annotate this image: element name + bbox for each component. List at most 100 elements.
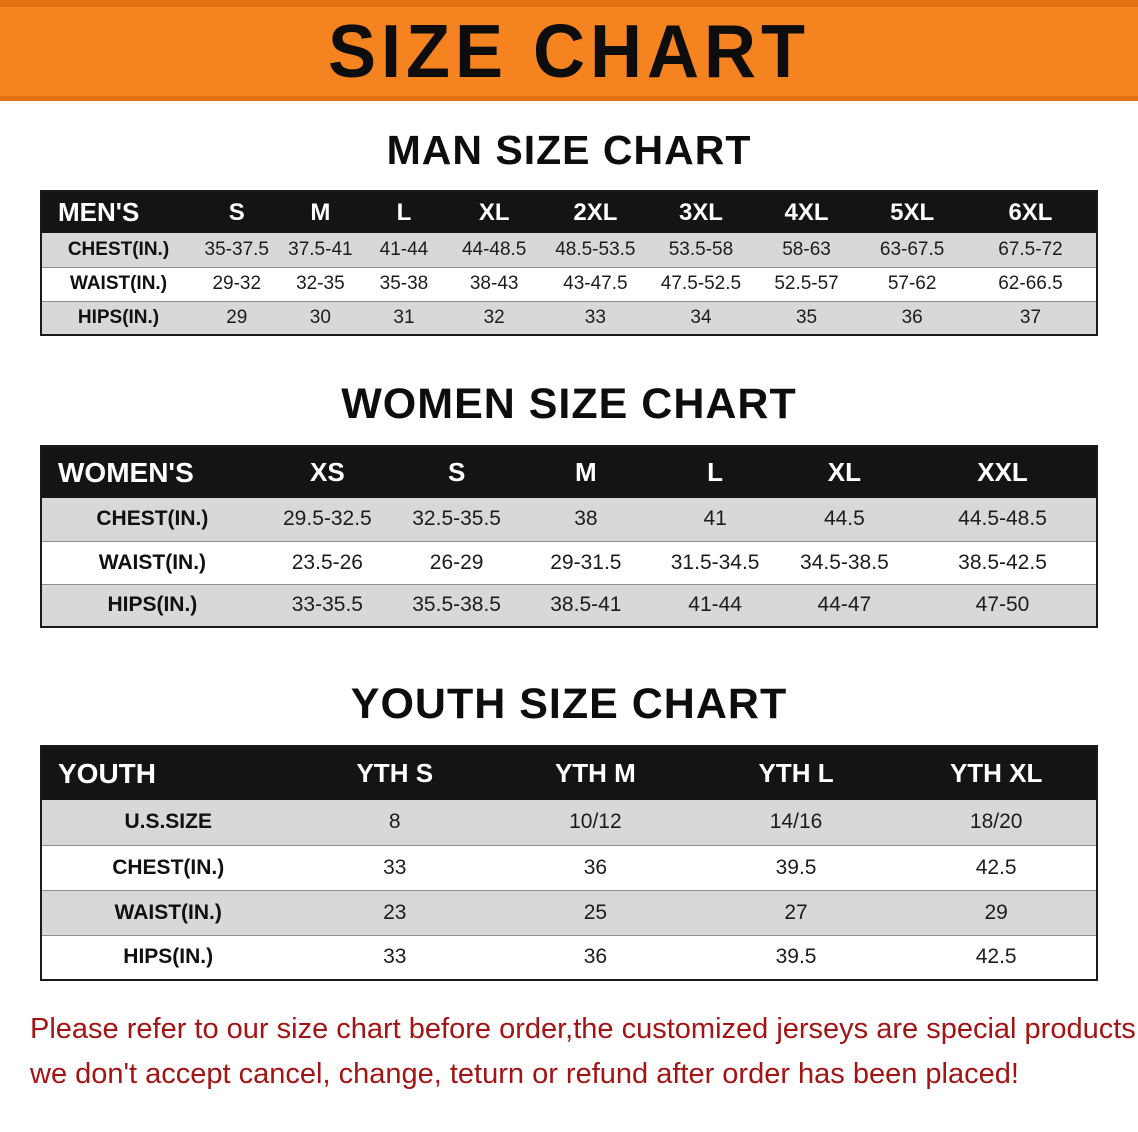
size-value-cell: 18/20 (969, 810, 1023, 834)
size-value-cell: 32.5-35.5 (412, 507, 501, 531)
row-label: CHEST(IN.) (67, 238, 170, 260)
size-column-header: XXL (977, 457, 1028, 487)
table-row: WAIST(IN.) 23.5-26 26-29 29-31.5 31.5-34.5 34… (41, 541, 1097, 584)
size-value-cell: 10/12 (569, 810, 622, 834)
row-label: HIPS(IN.) (107, 593, 198, 617)
men-size-table: MEN'S S M L XL 2XL 3XL 4XL 5XL 6XL CHEST(IN.) 35-37… (40, 190, 1098, 336)
row-label: HIPS(IN.) (77, 306, 160, 328)
size-value-cell: 29 (984, 900, 1008, 924)
size-value-cell: 36 (583, 855, 608, 879)
size-value-cell: 63-67.5 (879, 238, 945, 260)
table-row: HIPS(IN.) 33-35.5 35.5-38.5 38.5-41 41-44 44-… (41, 584, 1097, 627)
size-value-cell: 31.5-34.5 (670, 550, 760, 574)
size-value-cell: 29-31.5 (550, 550, 622, 574)
size-column-header: S (228, 198, 245, 226)
size-value-cell: 41-44 (379, 238, 429, 260)
table-title-cell: MEN'S (58, 197, 140, 227)
women-table-wrap: WOMEN'S XS S M L XL XXL CHEST(IN.) 29.5-32.5 32.5… (0, 445, 1138, 628)
size-value-cell: 36 (583, 945, 608, 969)
size-column-header: 3XL (678, 198, 723, 226)
size-value-cell: 58-63 (782, 238, 831, 260)
row-label: WAIST(IN.) (69, 273, 168, 294)
row-label: CHEST(IN.) (96, 507, 209, 531)
size-value-cell: 39.5 (775, 855, 817, 879)
men-section-heading: MAN SIZE CHART (386, 127, 752, 173)
size-value-cell: 34.5-38.5 (800, 550, 889, 574)
table-row: U.S.SIZE 8 10/12 14/16 18/20 (41, 800, 1097, 845)
youth-table-wrap: YOUTH YTH S YTH M YTH L YTH XL U.S.SIZE 8 10/12… (0, 745, 1138, 981)
size-column-header: S (447, 457, 466, 487)
table-title-cell: WOMEN'S (58, 456, 194, 488)
size-value-cell: 14/16 (769, 810, 823, 834)
size-value-cell: 41-44 (688, 593, 742, 617)
size-value-cell: 47-50 (975, 593, 1030, 617)
size-value-cell: 44-47 (817, 593, 872, 617)
size-value-cell: 33 (383, 945, 407, 969)
row-label: WAIST(IN.) (98, 550, 207, 574)
table-row: CHEST(IN.) 35-37.5 37.5-41 41-44 44-48.5 48.5… (41, 233, 1097, 267)
size-column-header: XL (827, 457, 862, 487)
size-value-cell: 57-62 (887, 273, 937, 294)
size-column-header: YTH M (554, 758, 636, 788)
size-column-header: L (396, 198, 412, 226)
youth-size-table: YOUTH YTH S YTH M YTH L YTH XL U.S.SIZE 8 10/12… (40, 745, 1098, 981)
size-value-cell: 35-37.5 (204, 238, 269, 260)
table-row: WAIST(IN.) 23 25 27 29 (41, 890, 1097, 935)
size-value-cell: 52.5-57 (774, 273, 839, 294)
size-value-cell: 33 (584, 306, 606, 328)
size-column-header: 2XL (573, 198, 618, 226)
size-value-cell: 48.5-53.5 (555, 238, 636, 260)
size-value-cell: 39.5 (775, 945, 817, 969)
size-value-cell: 41 (703, 507, 727, 531)
size-value-cell: 38.5-42.5 (958, 550, 1047, 574)
size-value-cell: 47.5-52.5 (660, 273, 742, 294)
table-header-row: YOUTH YTH S YTH M YTH L YTH XL (41, 746, 1097, 800)
size-value-cell: 30 (309, 306, 331, 328)
women-section-heading: WOMEN SIZE CHART (341, 380, 797, 428)
table-row: HIPS(IN.) 29 30 31 32 33 34 35 36 37 (41, 301, 1097, 335)
row-label: HIPS(IN.) (123, 945, 214, 969)
size-value-cell: 23.5-26 (291, 550, 363, 574)
table-row: CHEST(IN.) 29.5-32.5 32.5-35.5 38 41 44.5 44.5… (41, 498, 1097, 541)
table-header-row: WOMEN'S XS S M L XL XXL (41, 446, 1097, 498)
size-value-cell: 29.5-32.5 (283, 507, 372, 531)
size-value-cell: 42.5 (975, 855, 1017, 879)
size-value-cell: 32 (483, 306, 505, 328)
size-value-cell: 29-32 (212, 273, 262, 294)
size-value-cell: 53.5-58 (668, 238, 734, 260)
size-column-header: L (707, 457, 724, 487)
size-value-cell: 38.5-41 (550, 593, 622, 617)
size-column-header: YTH S (356, 758, 434, 788)
table-header-row: MEN'S S M L XL 2XL 3XL 4XL 5XL 6XL (41, 191, 1097, 233)
size-value-cell: 23 (383, 900, 407, 924)
disclaimer-note: Please refer to our size chart before or… (0, 1007, 1138, 1097)
size-value-cell: 44-48.5 (461, 238, 527, 260)
size-column-header: 5XL (890, 198, 935, 226)
size-value-cell: 67.5-72 (998, 238, 1063, 260)
table-row: HIPS(IN.) 33 36 39.5 42.5 (41, 935, 1097, 980)
size-value-cell: 38 (574, 507, 598, 531)
row-label: CHEST(IN.) (112, 855, 225, 879)
size-chart-banner: SIZE CHART (0, 0, 1138, 101)
disclaimer-line-2: we don't accept cancel, change, teturn o… (30, 1057, 1019, 1090)
size-value-cell: 43-47.5 (563, 273, 628, 294)
size-value-cell: 27 (784, 900, 808, 924)
size-column-header: 4XL (784, 198, 829, 226)
size-value-cell: 35-38 (379, 273, 429, 294)
size-value-cell: 33 (383, 855, 407, 879)
size-column-header: M (310, 198, 331, 226)
size-column-header: 6XL (1008, 198, 1053, 226)
size-value-cell: 36 (901, 306, 923, 328)
table-row: WAIST(IN.) 29-32 32-35 35-38 38-43 43-47.5 47.… (41, 267, 1097, 301)
size-value-cell: 37.5-41 (288, 238, 353, 260)
size-column-header: M (575, 457, 597, 487)
size-value-cell: 29 (226, 306, 248, 328)
size-column-header: XS (310, 457, 345, 487)
size-column-header: YTH L (758, 758, 834, 788)
size-value-cell: 35 (795, 306, 818, 328)
table-title-cell: YOUTH (58, 757, 156, 789)
size-value-cell: 42.5 (975, 945, 1017, 969)
youth-section-heading: YOUTH SIZE CHART (350, 680, 788, 728)
size-value-cell: 33-35.5 (291, 593, 363, 617)
size-value-cell: 34 (690, 306, 712, 328)
